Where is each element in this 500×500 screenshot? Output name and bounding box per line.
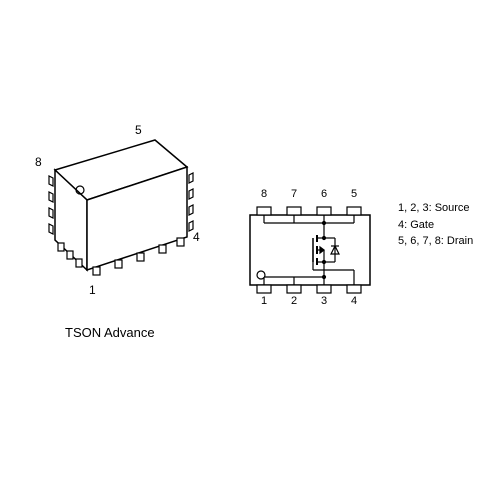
pinout-label-bot-2: 2: [286, 295, 302, 307]
package-3d-view: 5 8 4 1: [25, 125, 205, 320]
pinout-label-bot-3: 3: [316, 295, 332, 307]
pin3d-label-8: 8: [35, 155, 42, 169]
legend-drain: 5, 6, 7, 8: Drain: [398, 233, 473, 250]
pin3d-label-5: 5: [135, 123, 142, 137]
pinout-label-bot-4: 4: [346, 295, 362, 307]
pinout-label-top-8: 8: [256, 188, 272, 200]
diagram-root: 5 8 4 1 TSON Advance: [0, 0, 500, 500]
pinout-label-bot-1: 1: [256, 295, 272, 307]
pinout-label-top-6: 6: [316, 188, 332, 200]
pinout-svg: [235, 190, 385, 310]
pinout-diagram: 8 7 6 5 1 2 3 4: [235, 190, 385, 315]
pin3d-label-4: 4: [193, 230, 200, 244]
pin-legend: 1, 2, 3: Source 4: Gate 5, 6, 7, 8: Drai…: [398, 200, 473, 250]
package-3d-svg: [25, 125, 205, 315]
legend-gate: 4: Gate: [398, 217, 473, 234]
package-name-label: TSON Advance: [65, 325, 155, 340]
pinout-label-top-7: 7: [286, 188, 302, 200]
legend-source: 1, 2, 3: Source: [398, 200, 473, 217]
pinout-label-top-5: 5: [346, 188, 362, 200]
pin3d-label-1: 1: [89, 283, 96, 297]
